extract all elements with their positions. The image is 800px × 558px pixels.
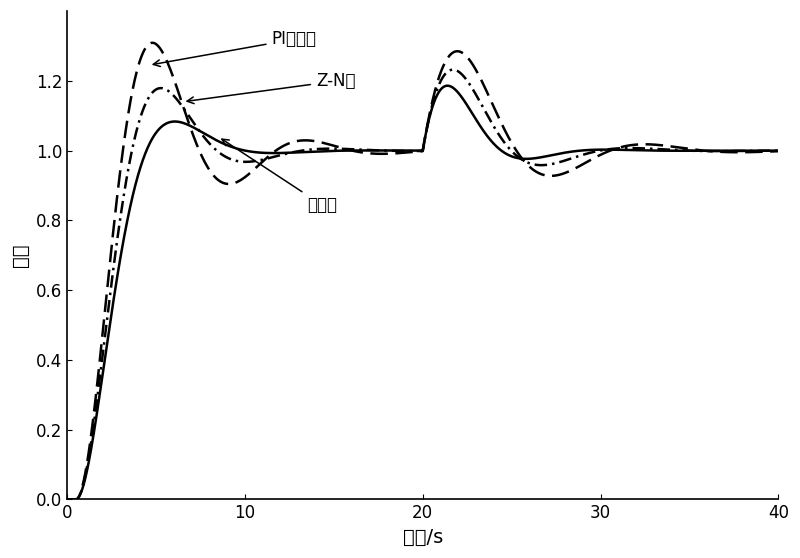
- X-axis label: 时间/s: 时间/s: [402, 528, 443, 547]
- Text: 本方法: 本方法: [222, 139, 337, 214]
- Text: Z-N法: Z-N法: [187, 72, 355, 104]
- Text: PI控制器: PI控制器: [154, 30, 317, 66]
- Y-axis label: 响应: 响应: [11, 243, 30, 267]
